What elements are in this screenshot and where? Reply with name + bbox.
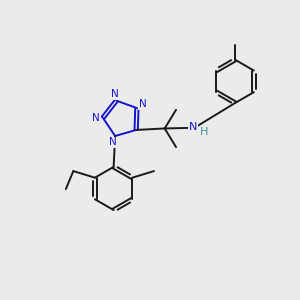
Text: N: N [189, 122, 197, 132]
Text: N: N [92, 112, 100, 123]
Text: N: N [109, 137, 117, 147]
Text: N: N [111, 89, 119, 99]
Text: H: H [200, 128, 208, 137]
Text: N: N [139, 99, 146, 110]
